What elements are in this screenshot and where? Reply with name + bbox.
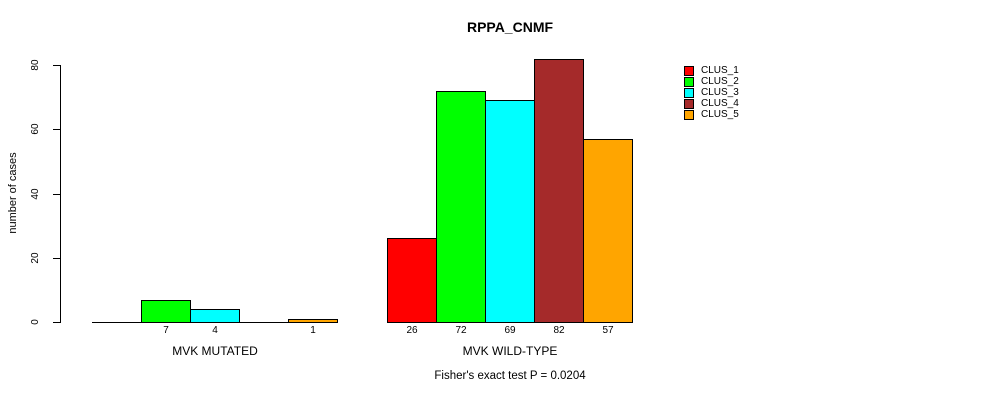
legend-item-clus-2: CLUS_2 xyxy=(684,76,739,87)
legend-item-clus-1: CLUS_1 xyxy=(684,65,739,76)
legend-label: CLUS_3 xyxy=(701,87,739,98)
legend-swatch-icon xyxy=(684,109,694,120)
chart-title: RPPA_CNMF xyxy=(466,19,554,35)
bar-value-label: 72 xyxy=(455,325,467,336)
bar-clus-3-mvk-mutated xyxy=(190,309,240,323)
bar-clus-3-mvk-wild-type xyxy=(485,100,535,323)
legend-item-clus-4: CLUS_4 xyxy=(684,98,739,109)
bar-clus-4-mvk-wild-type xyxy=(534,59,584,323)
footnote: Fisher's exact test P = 0.0204 xyxy=(434,370,586,382)
legend-label: CLUS_4 xyxy=(701,98,739,109)
x-axis-category-label: MVK WILD-TYPE xyxy=(462,344,558,358)
y-axis-line xyxy=(60,65,61,323)
legend-label: CLUS_2 xyxy=(701,76,739,87)
bar-value-label: 1 xyxy=(310,325,316,336)
legend-item-clus-3: CLUS_3 xyxy=(684,87,739,98)
bar-clus-2-mvk-wild-type xyxy=(436,91,486,323)
legend-swatch-icon xyxy=(684,98,694,109)
legend: CLUS_1 CLUS_2 CLUS_3 CLUS_4 CLUS_5 xyxy=(684,65,739,120)
y-axis-tick xyxy=(53,129,60,130)
bar-value-label: 7 xyxy=(163,325,169,336)
legend-swatch-icon xyxy=(684,76,694,87)
bar-value-label: 26 xyxy=(406,325,418,336)
bar-value-label: 69 xyxy=(504,325,516,336)
y-axis-tick-label: 20 xyxy=(30,252,41,264)
bar-value-label: 57 xyxy=(602,325,614,336)
y-axis-tick-label: 0 xyxy=(30,319,41,325)
bar-value-label: 4 xyxy=(212,325,218,336)
y-axis-tick xyxy=(53,65,60,66)
y-axis-tick xyxy=(53,258,60,259)
bar-clus-1-mvk-wild-type xyxy=(387,238,437,323)
legend-label: CLUS_1 xyxy=(701,65,739,76)
y-axis-tick-label: 80 xyxy=(30,59,41,71)
legend-label: CLUS_5 xyxy=(701,109,739,120)
legend-swatch-icon xyxy=(684,87,694,98)
legend-item-clus-5: CLUS_5 xyxy=(684,109,739,120)
bar-clus-5-mvk-mutated xyxy=(288,319,338,323)
y-axis-tick-label: 60 xyxy=(30,123,41,135)
y-axis-tick xyxy=(53,194,60,195)
bar-clus-5-mvk-wild-type xyxy=(583,139,633,323)
legend-swatch-icon xyxy=(684,65,694,76)
bar-clus-2-mvk-mutated xyxy=(141,300,191,323)
x-axis-category-label: MVK MUTATED xyxy=(172,344,258,358)
y-axis-tick-label: 40 xyxy=(30,188,41,200)
y-axis-tick xyxy=(53,322,60,323)
bar-value-label: 82 xyxy=(553,325,565,336)
